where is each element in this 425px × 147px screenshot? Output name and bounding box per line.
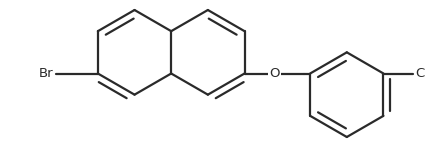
Text: O: O <box>269 67 279 80</box>
Text: Br: Br <box>39 67 54 80</box>
Text: Cl: Cl <box>415 67 425 80</box>
